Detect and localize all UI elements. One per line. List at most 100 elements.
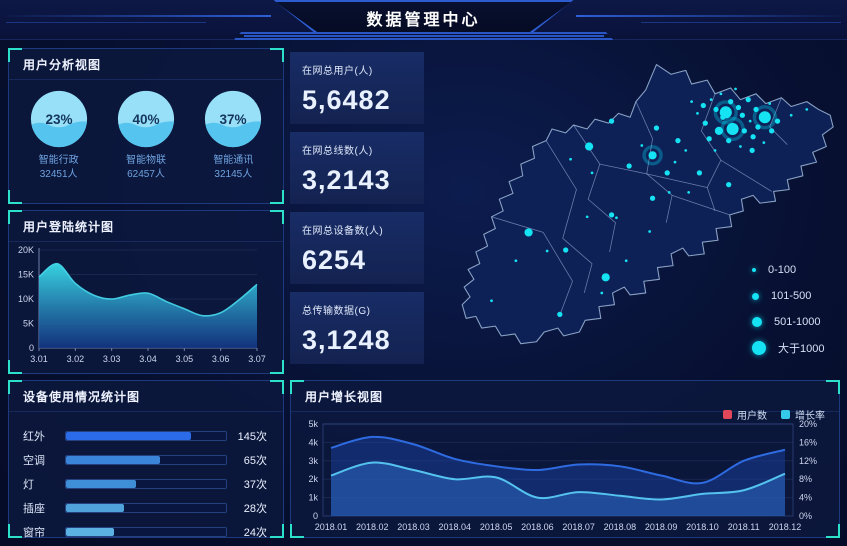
login-area-chart[interactable]: 0 5K 10K 15K 20K 3.01 3.02 3.03 3.04 3.05 3.06 3.07 bbox=[9, 242, 269, 372]
map-area: 0-100 101-500 501-1000 大于1000 bbox=[430, 45, 840, 377]
map-data-dot[interactable] bbox=[585, 215, 589, 219]
map-data-dot[interactable] bbox=[748, 119, 752, 123]
map-data-dot[interactable] bbox=[728, 98, 734, 105]
map-data-dot[interactable] bbox=[615, 216, 618, 220]
region-map[interactable] bbox=[430, 45, 840, 369]
map-data-dot[interactable] bbox=[714, 126, 724, 136]
map-data-dot[interactable] bbox=[774, 118, 781, 124]
stat-card-4: 总传输数据(G) 3,1248 bbox=[290, 292, 424, 364]
legend-label: 用户数 bbox=[737, 411, 767, 422]
map-data-dot[interactable] bbox=[713, 149, 717, 152]
map-data-dot[interactable] bbox=[675, 138, 681, 144]
map-data-dot[interactable] bbox=[762, 141, 766, 144]
map-data-dot[interactable] bbox=[585, 142, 594, 151]
map-data-dot[interactable] bbox=[745, 97, 751, 103]
device-bar-fill bbox=[66, 432, 191, 440]
device-bar-row[interactable]: 窗帘 24次 bbox=[23, 520, 267, 544]
map-data-dot[interactable] bbox=[719, 106, 732, 119]
growth-legend-item[interactable]: 增长率 bbox=[781, 407, 825, 422]
device-bar-row[interactable]: 插座 28次 bbox=[23, 496, 267, 520]
svg-text:3.02: 3.02 bbox=[67, 354, 85, 364]
map-data-dot[interactable] bbox=[696, 111, 699, 115]
map-data-dot[interactable] bbox=[563, 247, 569, 253]
map-data-dot[interactable] bbox=[758, 111, 771, 124]
map-data-dot[interactable] bbox=[749, 147, 755, 154]
map-data-dot[interactable] bbox=[653, 125, 660, 131]
svg-text:20%: 20% bbox=[799, 419, 817, 429]
map-data-dot[interactable] bbox=[667, 191, 671, 194]
map-data-dot[interactable] bbox=[753, 106, 759, 113]
device-bar-row[interactable]: 空调 65次 bbox=[23, 448, 267, 472]
map-data-dot[interactable] bbox=[649, 195, 656, 201]
growth-area-chart[interactable]: 0 0% 1k 4% 2k 8% 3k 12% 4k 16% 5k 20% 2018.01 2018.02… bbox=[295, 414, 837, 542]
liquid-gauge-2[interactable]: 40% 智能物联 62457人 bbox=[105, 88, 187, 181]
svg-text:16%: 16% bbox=[799, 437, 817, 447]
svg-text:2k: 2k bbox=[308, 474, 318, 484]
map-data-dot[interactable] bbox=[664, 170, 670, 176]
map-data-dot[interactable] bbox=[741, 128, 747, 134]
map-data-dot[interactable] bbox=[687, 191, 691, 194]
liquid-gauge-1[interactable]: 23% 智能行政 32451人 bbox=[18, 88, 100, 181]
panel-login-stats: 用户登陆统计图 0 5K 10K 15K 20K 3.01 3.02 3.03 3.04 3.05… bbox=[8, 210, 284, 374]
map-data-dot[interactable] bbox=[590, 171, 594, 175]
map-data-dot[interactable] bbox=[648, 230, 652, 233]
map-data-dot[interactable] bbox=[750, 134, 756, 140]
map-data-dot[interactable] bbox=[648, 151, 657, 160]
map-data-dot[interactable] bbox=[700, 102, 706, 109]
map-data-dot[interactable] bbox=[706, 136, 712, 142]
legend-swatch-icon bbox=[723, 410, 732, 419]
map-data-dot[interactable] bbox=[626, 163, 632, 169]
svg-text:5K: 5K bbox=[23, 319, 34, 329]
legend-dot-icon bbox=[752, 268, 756, 272]
svg-text:2018.11: 2018.11 bbox=[728, 522, 760, 532]
map-data-dot[interactable] bbox=[726, 181, 732, 188]
growth-legend-item[interactable]: 用户数 bbox=[723, 407, 767, 422]
svg-text:2018.08: 2018.08 bbox=[604, 522, 637, 532]
map-data-dot[interactable] bbox=[690, 100, 693, 103]
map-data-dot[interactable] bbox=[624, 259, 628, 263]
map-data-dot[interactable] bbox=[545, 249, 549, 253]
map-data-dot[interactable] bbox=[684, 149, 688, 152]
device-bar-track bbox=[65, 479, 227, 489]
map-data-dot[interactable] bbox=[726, 122, 739, 136]
device-bar-fill bbox=[66, 528, 114, 536]
map-data-dot[interactable] bbox=[709, 98, 713, 102]
map-data-dot[interactable] bbox=[702, 120, 708, 126]
map-data-dot[interactable] bbox=[789, 113, 793, 117]
map-data-dot[interactable] bbox=[739, 145, 742, 148]
map-data-dot[interactable] bbox=[805, 108, 809, 111]
map-data-dot[interactable] bbox=[600, 291, 604, 295]
liquid-gauge-3[interactable]: 37% 智能通讯 32145人 bbox=[192, 88, 274, 181]
map-data-dot[interactable] bbox=[719, 92, 723, 96]
map-data-dot[interactable] bbox=[734, 87, 737, 91]
map-data-dot[interactable] bbox=[490, 299, 493, 303]
map-data-dot[interactable] bbox=[608, 212, 615, 218]
map-data-dot[interactable] bbox=[755, 124, 761, 130]
device-bar-fill bbox=[66, 504, 124, 512]
map-data-dot[interactable] bbox=[569, 157, 572, 161]
legend-dot-icon bbox=[752, 292, 759, 300]
map-data-dot[interactable] bbox=[769, 128, 775, 134]
map-data-dot[interactable] bbox=[601, 273, 610, 282]
map-data-dot[interactable] bbox=[524, 228, 533, 237]
svg-text:0: 0 bbox=[313, 511, 318, 521]
device-bar-row[interactable]: 灯 37次 bbox=[23, 472, 267, 496]
svg-text:3.06: 3.06 bbox=[212, 354, 230, 364]
map-data-dot[interactable] bbox=[696, 170, 703, 176]
stat-label: 在网总设备数(人) bbox=[302, 226, 384, 237]
map-data-dot[interactable] bbox=[726, 138, 732, 144]
map-data-dot[interactable] bbox=[608, 118, 615, 124]
map-data-dots[interactable] bbox=[490, 87, 809, 318]
device-bar-track bbox=[65, 527, 227, 537]
map-data-dot[interactable] bbox=[768, 102, 772, 105]
map-data-dot[interactable] bbox=[673, 160, 677, 164]
map-data-dot[interactable] bbox=[713, 106, 719, 113]
map-data-dot[interactable] bbox=[514, 259, 518, 263]
map-data-dot[interactable] bbox=[739, 112, 746, 118]
map-data-dot[interactable] bbox=[557, 311, 563, 318]
map-data-dot[interactable] bbox=[640, 144, 644, 147]
header-pedestal-ornament bbox=[233, 32, 614, 40]
device-bar-row[interactable]: 红外 145次 bbox=[23, 424, 267, 448]
map-data-dot[interactable] bbox=[735, 104, 742, 111]
map-outline[interactable] bbox=[461, 63, 834, 345]
